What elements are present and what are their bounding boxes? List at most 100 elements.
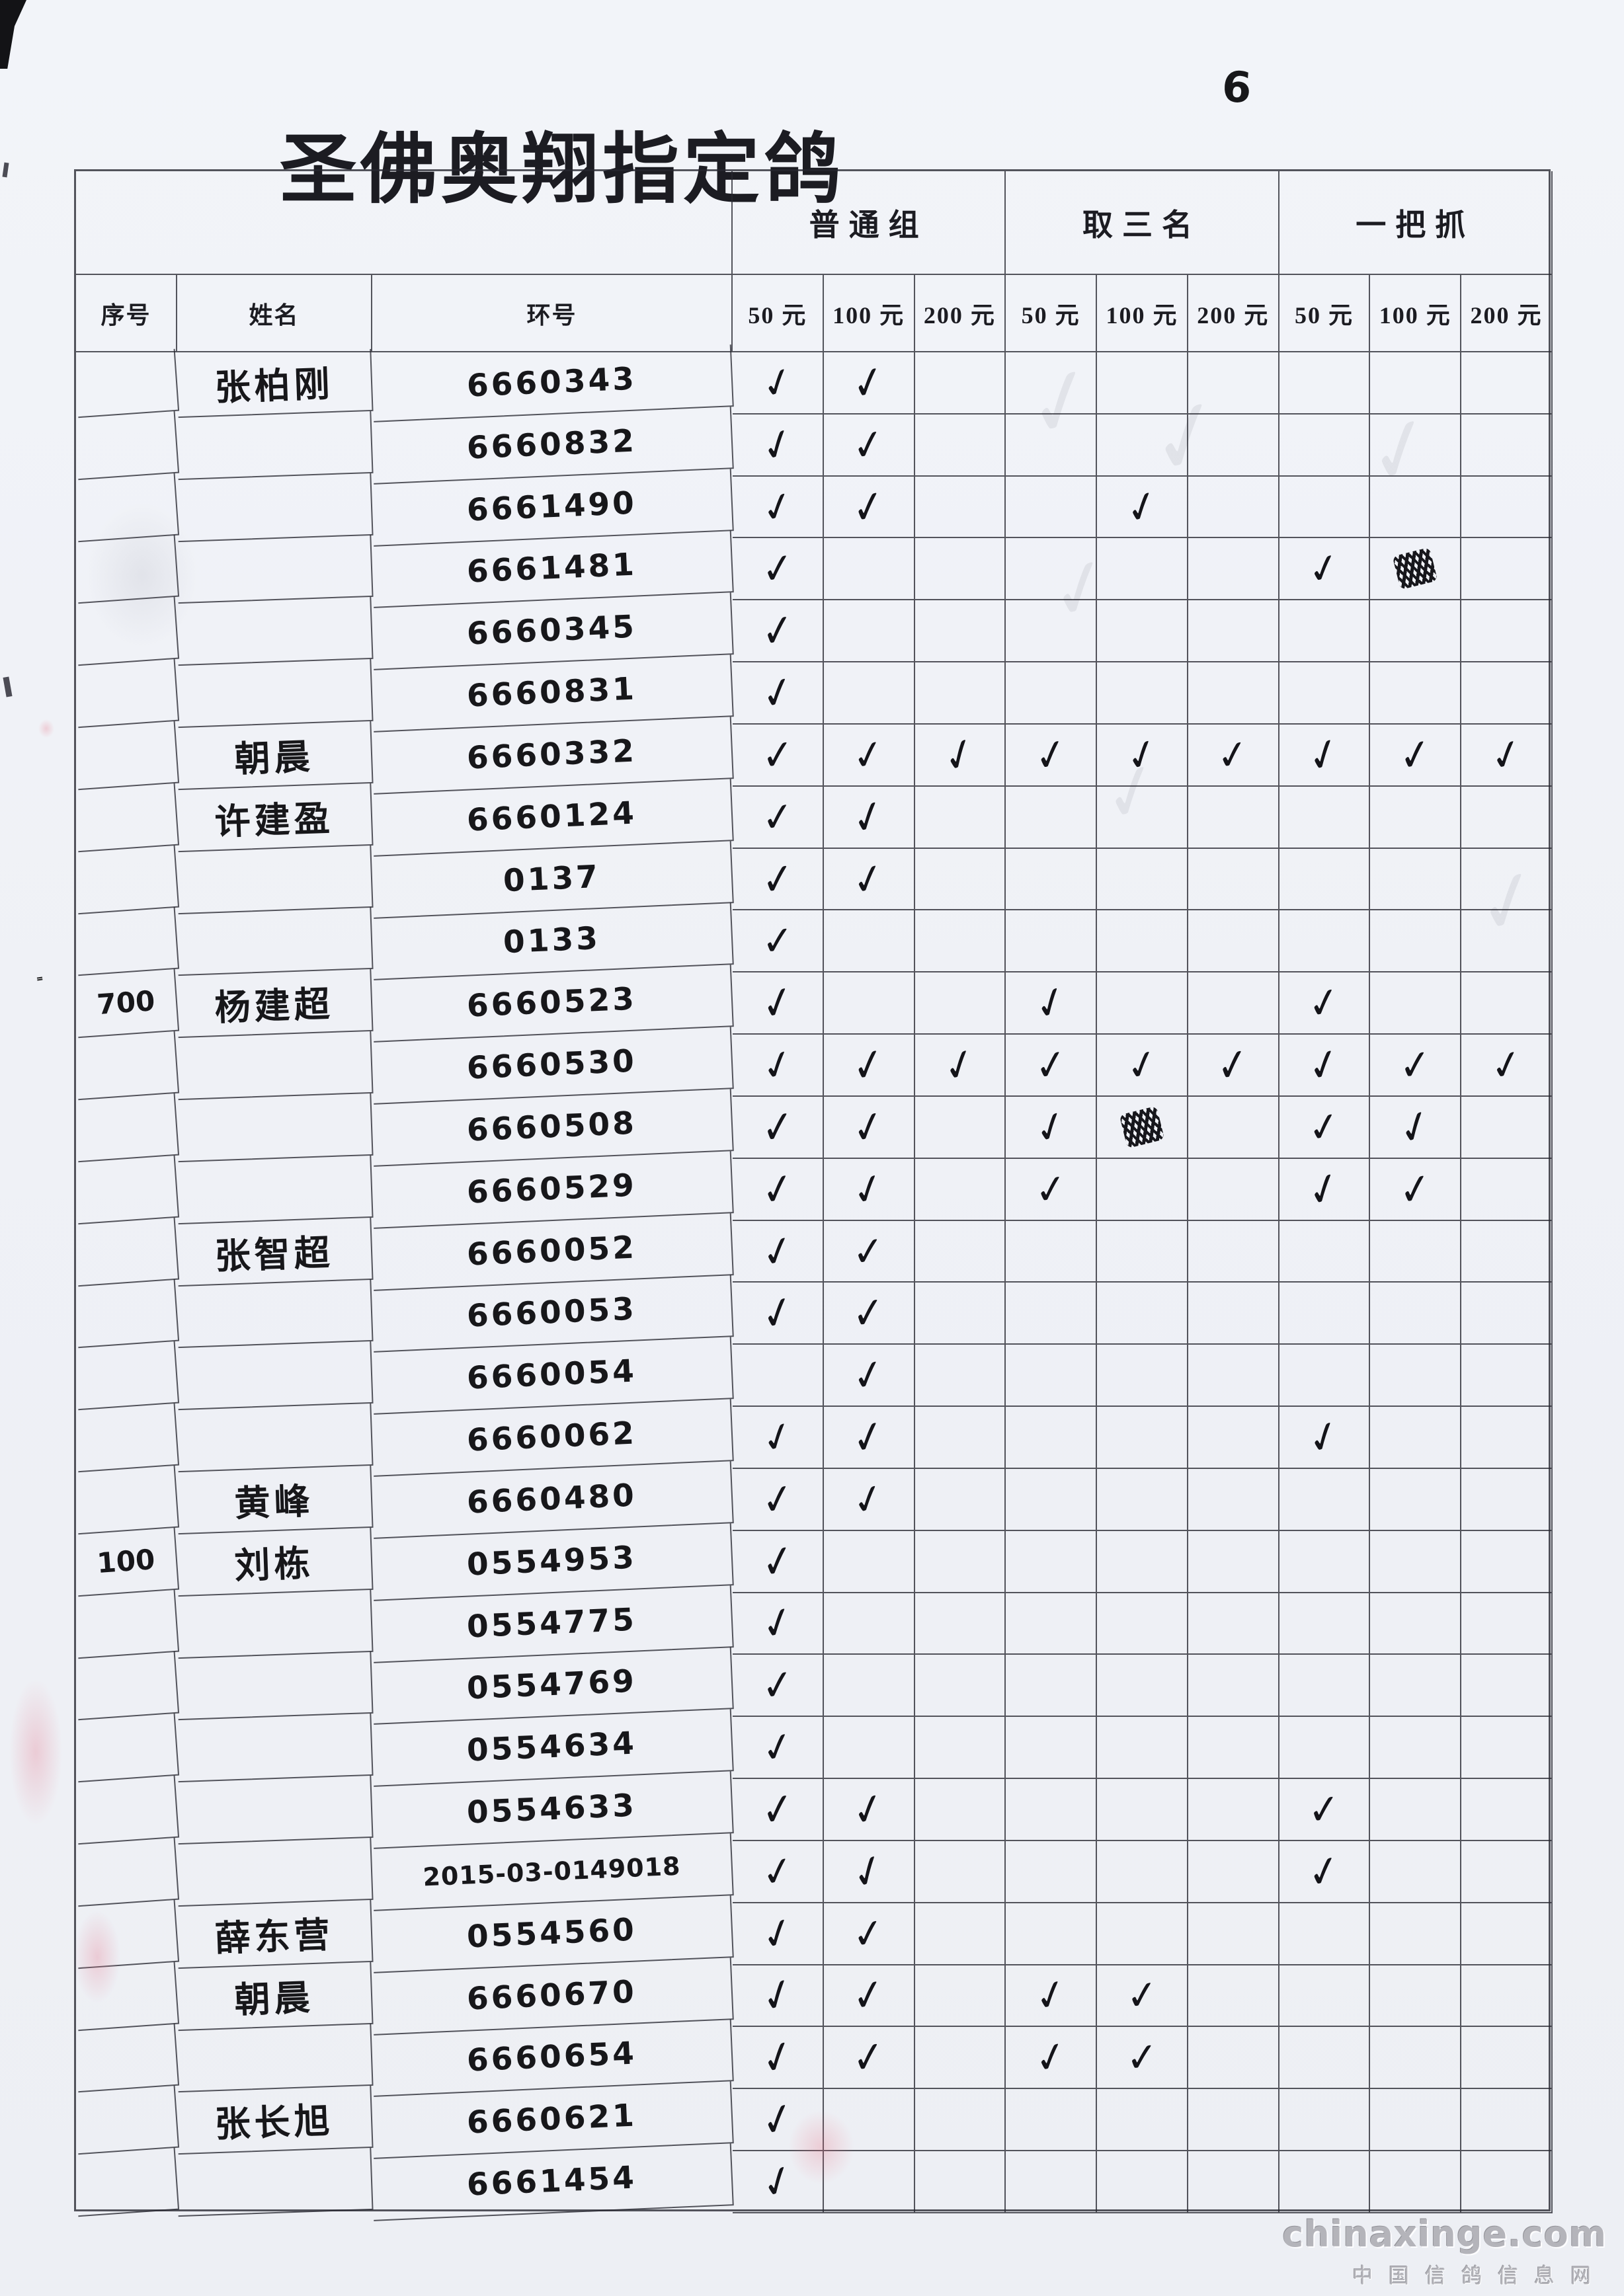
group-header: 取三名	[1006, 171, 1279, 275]
check-icon: ✓	[756, 480, 799, 534]
check-icon: ✓	[758, 1532, 797, 1591]
mark-cell	[1097, 662, 1188, 725]
mark-cell	[1097, 2151, 1188, 2213]
mark-cell	[1279, 352, 1371, 415]
mark-cell	[1006, 1903, 1098, 1965]
column-header-price: 200 元	[1461, 275, 1553, 352]
mark-cell	[1188, 1158, 1279, 1221]
name-cell: 张柏刚	[176, 348, 374, 418]
ghost-check-mark	[1369, 407, 1432, 495]
mark-cell	[1279, 1220, 1371, 1283]
mark-cell	[914, 1779, 1006, 1841]
check-icon: ✓	[848, 1780, 889, 1838]
name-cell: 许建盈	[176, 783, 374, 852]
mark-cell	[1188, 1841, 1279, 1903]
mark-cell	[1097, 972, 1188, 1035]
serial-cell	[73, 2147, 180, 2217]
check-icon: ✓	[848, 1099, 889, 1156]
mark-cell	[1097, 1903, 1188, 1965]
mark-cell: ✓	[733, 1158, 824, 1221]
serial-cell	[73, 2024, 180, 2093]
mark-cell	[1370, 2027, 1462, 2090]
mark-cell	[1461, 1345, 1553, 1407]
check-icon: ✓	[1396, 727, 1435, 783]
mark-cell	[1188, 972, 1279, 1035]
mark-cell	[1097, 1345, 1188, 1407]
mark-cell	[1461, 1903, 1553, 1965]
pink-dot	[38, 719, 54, 738]
mark-cell: ✓	[733, 910, 824, 973]
mark-cell: ✓	[823, 1468, 915, 1531]
mark-cell	[1279, 662, 1371, 725]
mark-cell	[1188, 1965, 1279, 2028]
mark-cell	[1370, 600, 1462, 663]
mark-cell	[914, 1158, 1006, 1221]
check-icon: ✓	[755, 1965, 800, 2026]
name-cell: 杨建超	[176, 969, 374, 1039]
check-icon: ✓	[1304, 976, 1344, 1030]
ghost-check-mark	[1151, 387, 1223, 487]
scribble-mark	[1119, 1105, 1165, 1149]
mark-cell	[1097, 910, 1188, 973]
mark-cell	[1461, 1220, 1553, 1283]
check-icon: ✓	[849, 478, 888, 536]
check-icon: ✓	[1031, 727, 1071, 783]
mark-cell	[1461, 1965, 1553, 2028]
name-cell	[176, 1341, 374, 1411]
mark-cell	[1006, 662, 1098, 725]
check-icon: ✓	[756, 1283, 799, 1343]
mark-cell: ✓	[823, 2027, 915, 2090]
mark-cell	[1188, 1283, 1279, 1345]
name-cell	[176, 535, 374, 604]
check-icon: ✓	[1032, 1038, 1070, 1092]
mark-cell	[1279, 1655, 1371, 1718]
mark-cell	[1279, 1903, 1371, 1965]
mark-cell: ✓	[823, 1283, 915, 1345]
margin-note	[36, 975, 43, 981]
mark-cell	[1279, 1530, 1371, 1593]
check-icon: ✓	[848, 1348, 889, 1403]
name-cell: 刘栋	[176, 1527, 374, 1597]
column-header-price: 200 元	[1188, 275, 1279, 352]
check-icon: ✓	[848, 851, 889, 906]
scribble-mark	[1392, 547, 1438, 590]
serial-cell	[73, 1217, 180, 1287]
mark-cell: ✓	[1006, 1965, 1098, 2028]
mark-cell: ✓	[823, 1096, 915, 1159]
serial-cell	[73, 1837, 180, 1907]
check-icon: ✓	[757, 1845, 798, 1898]
mark-cell	[1097, 1779, 1188, 1841]
check-icon: ✓	[849, 1967, 888, 2024]
mark-cell: ✓	[733, 1468, 824, 1531]
check-icon: ✓	[1303, 542, 1345, 596]
mark-cell	[1097, 1593, 1188, 1655]
mark-cell: ✓	[1279, 1779, 1371, 1841]
check-icon: ✓	[758, 1659, 796, 1712]
mark-cell	[1188, 1593, 1279, 1655]
check-icon: ✓	[847, 1161, 891, 1217]
mark-cell: ✓	[823, 1779, 915, 1841]
mark-cell	[1279, 1717, 1371, 1780]
mark-cell: ✓	[1370, 1096, 1462, 1159]
mark-cell	[1461, 1468, 1553, 1531]
mark-cell	[1097, 1655, 1188, 1718]
mark-cell: ✓	[1097, 2027, 1188, 2090]
mark-cell	[914, 2151, 1006, 2213]
mark-cell	[1097, 1530, 1188, 1593]
serial-cell	[73, 1589, 180, 1659]
check-icon: ✓	[1028, 973, 1074, 1033]
check-icon: ✓	[758, 542, 796, 596]
mark-cell	[1188, 1779, 1279, 1841]
check-icon: ✓	[849, 418, 888, 472]
mark-cell	[1097, 848, 1188, 911]
check-icon: ✓	[1304, 1101, 1344, 1153]
mark-cell	[1097, 1283, 1188, 1345]
mark-cell	[1279, 848, 1371, 911]
mark-cell	[914, 1096, 1006, 1159]
mark-cell: ✓	[733, 476, 824, 539]
serial-cell	[73, 1775, 180, 1845]
name-cell: 张智超	[176, 1217, 374, 1287]
mark-cell	[1370, 1965, 1462, 2028]
mark-cell	[823, 600, 915, 663]
mark-cell: ✓	[1279, 1035, 1371, 1097]
